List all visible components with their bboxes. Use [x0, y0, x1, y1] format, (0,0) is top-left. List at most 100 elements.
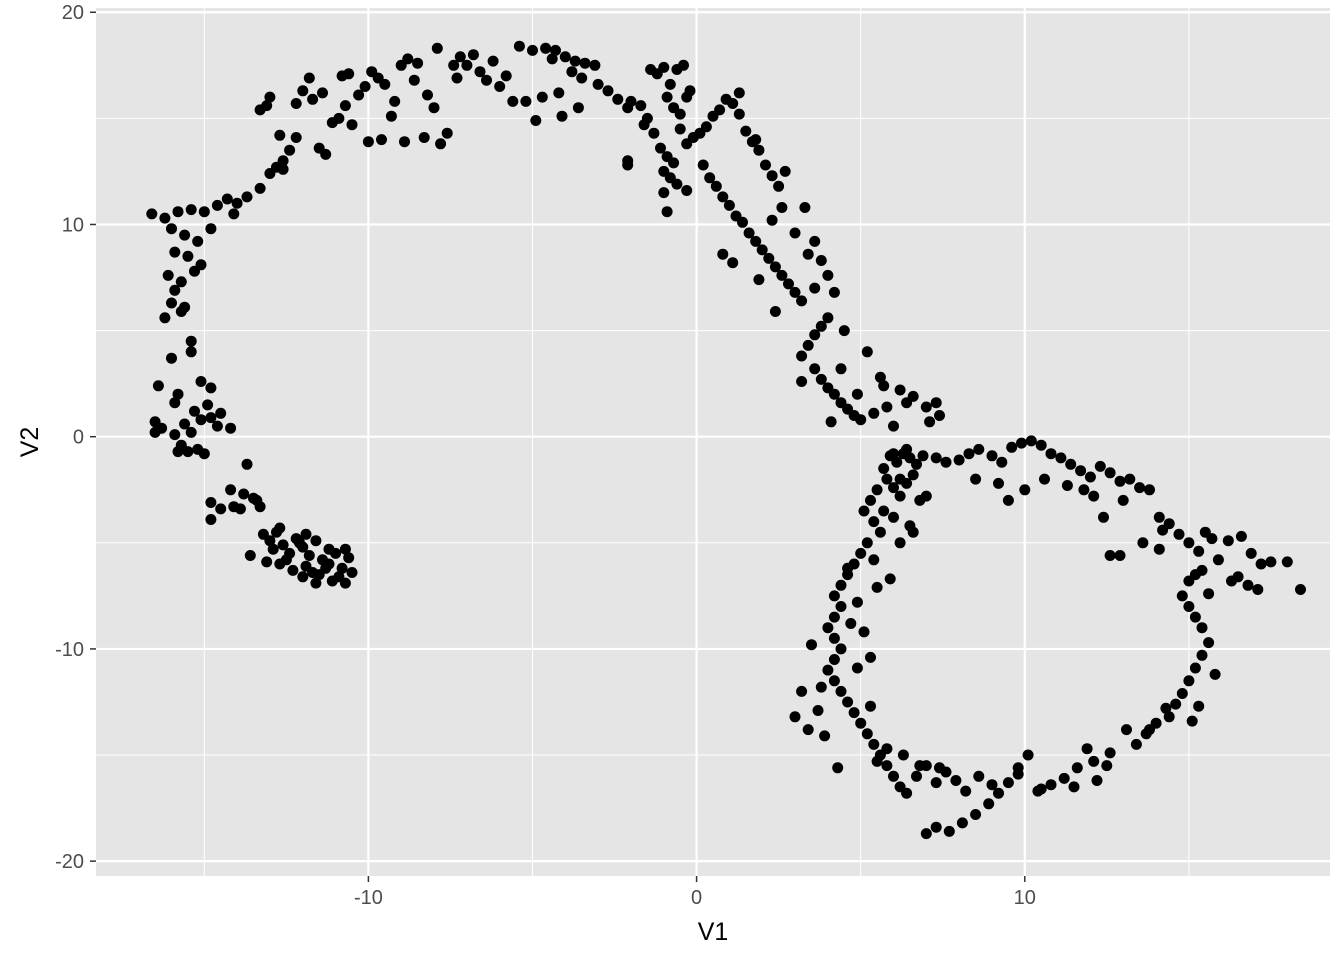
data-point	[674, 123, 686, 135]
data-point	[540, 42, 552, 54]
data-point	[287, 564, 299, 576]
data-point	[205, 223, 217, 235]
data-point	[428, 102, 440, 114]
data-point	[274, 129, 286, 141]
data-point	[1081, 743, 1093, 755]
data-point	[812, 705, 824, 716]
data-point	[1039, 473, 1050, 485]
data-point	[520, 95, 532, 107]
data-point	[1196, 622, 1208, 634]
data-point	[566, 66, 578, 78]
data-point	[796, 295, 808, 307]
data-point	[179, 418, 191, 430]
data-point	[441, 127, 453, 139]
data-point	[674, 108, 686, 120]
data-point	[1226, 575, 1237, 587]
data-point	[911, 458, 922, 470]
data-point	[871, 484, 883, 496]
data-point	[241, 191, 253, 203]
y-tick-label: 10	[62, 214, 84, 236]
data-point	[1114, 475, 1126, 487]
data-point	[809, 282, 821, 294]
data-point	[888, 511, 899, 523]
data-point	[362, 136, 374, 148]
data-point	[1104, 467, 1116, 479]
data-point	[661, 91, 673, 103]
y-tick-label: -20	[55, 851, 84, 873]
data-point	[717, 191, 729, 203]
data-point	[261, 556, 273, 568]
data-point	[874, 371, 886, 383]
data-point	[215, 407, 227, 419]
data-point	[1058, 772, 1070, 784]
data-point	[1212, 554, 1224, 566]
data-point	[1035, 783, 1047, 795]
data-point	[668, 157, 680, 169]
data-point	[1114, 550, 1126, 561]
data-point	[244, 550, 256, 561]
data-point	[809, 363, 821, 375]
data-point	[185, 335, 197, 347]
data-point	[211, 199, 223, 211]
data-point	[806, 639, 817, 651]
data-point	[195, 414, 207, 426]
data-point	[1153, 543, 1165, 555]
data-point	[894, 490, 906, 502]
data-point	[678, 59, 689, 71]
data-point	[546, 53, 558, 65]
data-point	[251, 494, 263, 506]
data-point	[569, 55, 581, 67]
data-point	[930, 397, 942, 409]
data-point	[1235, 530, 1247, 542]
data-point	[192, 235, 204, 247]
data-point	[960, 785, 972, 797]
data-point	[1183, 537, 1195, 549]
data-point	[874, 526, 886, 538]
data-point	[930, 452, 942, 464]
data-point	[855, 547, 867, 559]
x-axis-title: V1	[698, 918, 729, 946]
data-point	[700, 121, 712, 133]
data-point	[907, 469, 919, 481]
data-point	[996, 456, 1008, 468]
data-point	[1255, 558, 1267, 570]
y-tick-label: -10	[55, 639, 84, 661]
data-point	[983, 798, 995, 810]
data-point	[602, 85, 614, 97]
y-tick-label: 20	[62, 2, 84, 24]
data-point	[842, 562, 854, 574]
data-point	[402, 53, 414, 65]
data-point	[828, 675, 840, 687]
data-point	[868, 554, 880, 566]
data-point	[202, 399, 214, 411]
data-point	[1134, 482, 1146, 494]
data-point	[894, 537, 906, 549]
data-point	[920, 828, 932, 840]
data-point	[1117, 494, 1129, 506]
data-point	[320, 562, 332, 574]
data-point	[343, 68, 355, 80]
data-point	[1002, 777, 1014, 789]
data-point	[592, 78, 604, 90]
data-point	[664, 78, 676, 90]
data-point	[930, 821, 942, 833]
data-point	[1075, 465, 1087, 477]
data-point	[166, 223, 177, 235]
data-point	[205, 412, 217, 424]
data-point	[723, 199, 735, 211]
data-point	[661, 206, 673, 218]
data-point	[1252, 584, 1264, 595]
data-point	[704, 172, 716, 184]
data-point	[211, 420, 223, 432]
data-point	[796, 350, 808, 362]
data-point	[783, 278, 794, 290]
data-point	[189, 265, 200, 277]
data-point	[379, 78, 391, 90]
data-point	[1242, 579, 1254, 591]
data-point	[799, 202, 811, 213]
data-point	[1006, 441, 1018, 453]
data-point	[553, 87, 565, 99]
data-point	[789, 711, 801, 723]
data-point	[750, 235, 762, 247]
